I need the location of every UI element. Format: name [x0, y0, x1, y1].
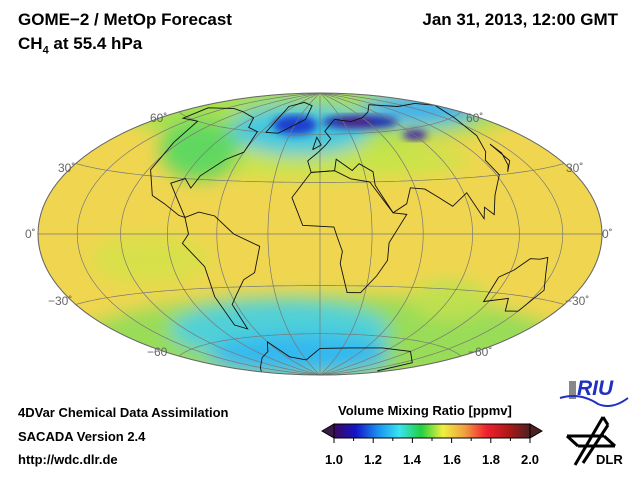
svg-text:DLR: DLR — [596, 452, 623, 467]
coastline — [181, 211, 261, 330]
lat-label-right-60: 60˚ — [466, 111, 484, 125]
forecast-datetime: Jan 31, 2013, 12:00 GMT — [422, 10, 618, 29]
coastline — [312, 136, 322, 151]
colorbar-title: Volume Mixing Ratio [ppmv] — [338, 403, 512, 418]
coastline — [259, 341, 413, 373]
lat-label-right-m60: −60˚ — [468, 345, 493, 359]
species-title: CH4 at 55.4 hPa — [18, 34, 142, 56]
colorbar-min-extension — [321, 423, 335, 439]
colorbar-max-extension — [529, 423, 543, 439]
lat-label-right-30: 30˚ — [566, 161, 584, 175]
parallel-line — [178, 333, 462, 357]
colorbar-tick-label: 1.4 — [402, 452, 422, 467]
coastline — [265, 101, 313, 134]
dlr-logo: DLR — [565, 416, 623, 467]
lat-label-right-m30: −30˚ — [565, 294, 590, 308]
colorbar-tick-label: 1.0 — [324, 452, 344, 467]
coastlines — [150, 101, 549, 373]
lat-label-left-0: 0˚ — [25, 227, 36, 241]
coastline — [307, 102, 500, 221]
coastline — [489, 143, 511, 172]
parallel-line — [75, 285, 565, 305]
coastline — [291, 170, 408, 294]
colorbar-tick-label: 1.6 — [442, 452, 462, 467]
lat-label-left-m60: −60 — [147, 345, 168, 359]
ch4-field — [38, 93, 602, 375]
colorbar-gradient — [333, 423, 531, 439]
lat-label-right-0: 0˚ — [602, 227, 613, 241]
colorbar — [321, 423, 543, 443]
lat-label-left-m30: −30˚ — [48, 294, 73, 308]
parallel-line — [75, 163, 565, 183]
lat-label-left-60: 60˚ — [150, 111, 168, 125]
footer-line-1: 4DVar Chemical Data Assimilation — [18, 405, 229, 420]
footer-url-link[interactable]: http://wdc.dlr.de — [18, 452, 118, 467]
pressure-level: at 55.4 hPa — [48, 34, 143, 53]
riu-logo: RIU — [559, 377, 629, 407]
colorbar-tick-label: 2.0 — [520, 452, 540, 467]
lat-label-left-30: 30˚ — [58, 161, 76, 175]
colorbar-tick-label: 1.2 — [363, 452, 383, 467]
footer-line-2: SACADA Version 2.4 — [18, 429, 146, 444]
parallel-line — [178, 111, 462, 135]
species-name: CH — [18, 34, 43, 53]
svg-text:RIU: RIU — [577, 377, 614, 400]
coastline — [482, 256, 549, 312]
species-subscript: 4 — [42, 44, 49, 57]
map-border — [37, 92, 603, 376]
colorbar-tick-label: 1.8 — [481, 452, 501, 467]
coastline — [150, 107, 259, 219]
product-title: GOME−2 / MetOp Forecast — [18, 10, 232, 29]
